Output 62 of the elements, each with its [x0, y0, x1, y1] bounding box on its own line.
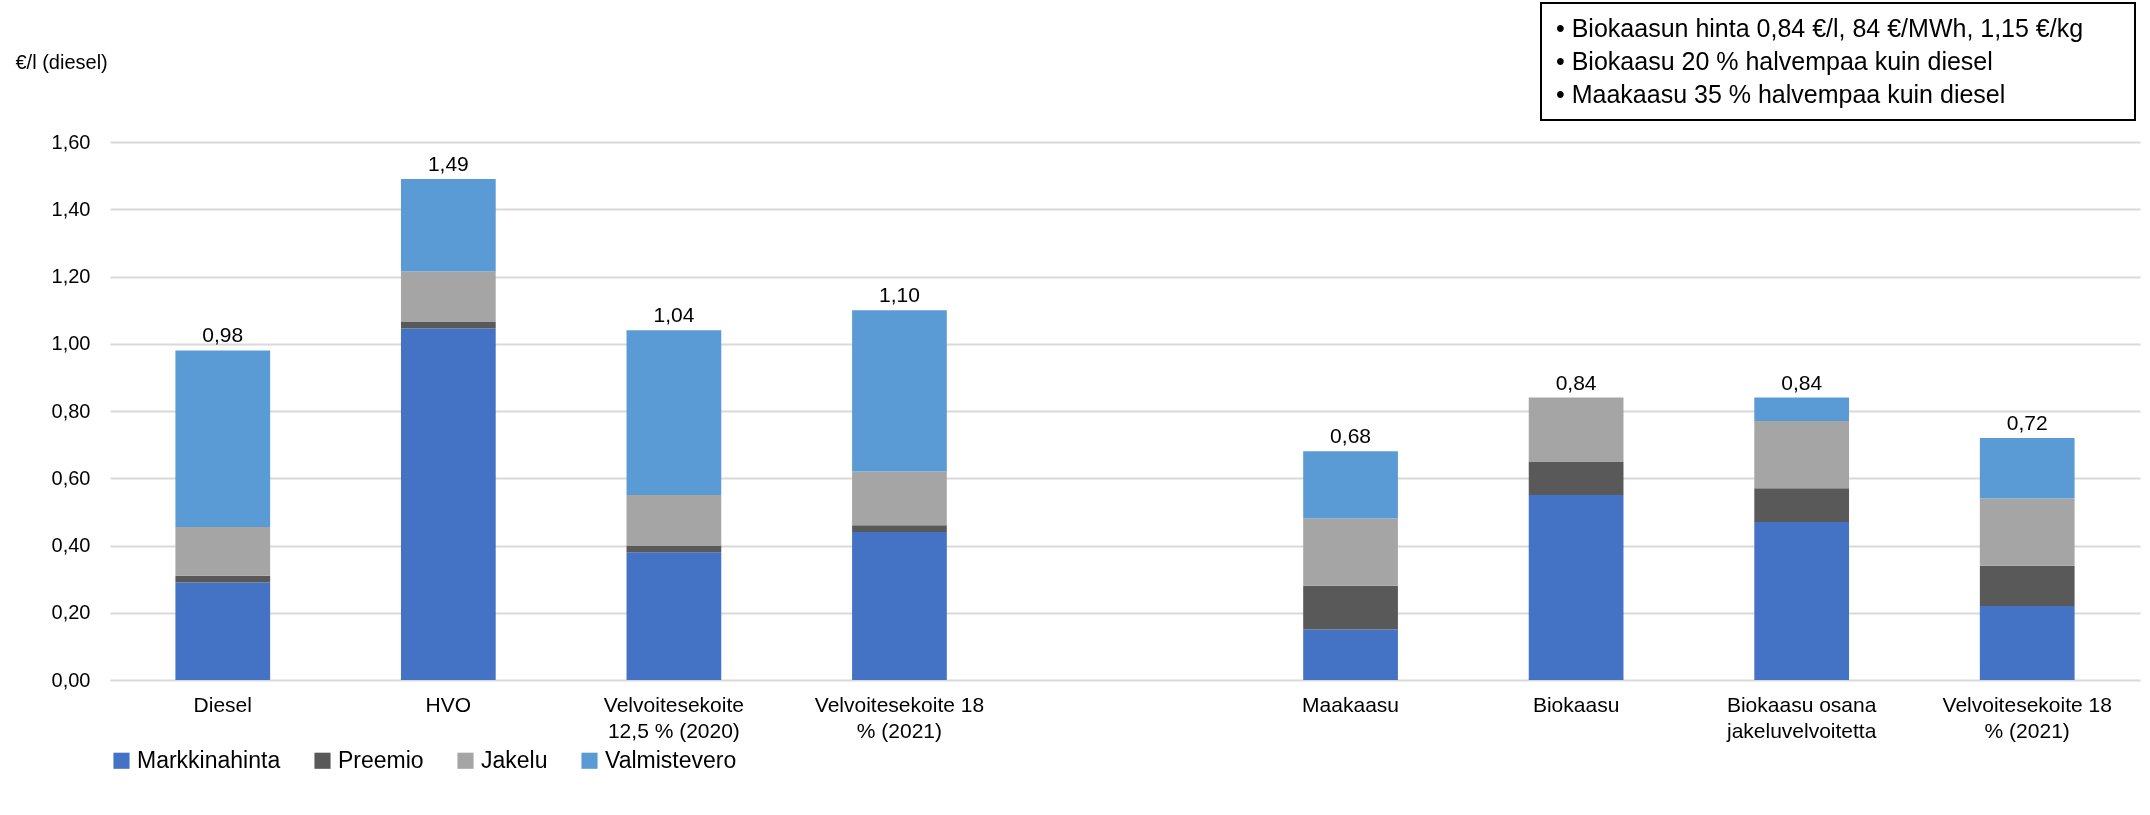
x-tick-label: Velvoitesekoite 18 % (2021): [1942, 692, 2112, 742]
bar: [852, 532, 947, 680]
x-tick-label: Maakaasu: [1302, 692, 1399, 716]
total-label: 1,10: [879, 283, 920, 307]
x-tick-label: Velvoitesekoite 12,5 % (2020): [603, 692, 744, 742]
y-tick-label: 0,80: [51, 399, 91, 422]
text: • Maakaasu 35 % halvempaa kuin diesel: [1556, 79, 2007, 110]
bar: [1979, 606, 2075, 680]
legend-label: Jakelu: [481, 746, 548, 773]
bar: [175, 350, 271, 528]
bar: [1754, 488, 1850, 522]
bar: [1754, 397, 1850, 422]
bar: [1979, 437, 2075, 499]
total-label: 0,98: [202, 323, 244, 347]
total-label: 1,04: [653, 303, 695, 327]
bar: [852, 525, 947, 533]
y-axis-title: €/l (diesel): [15, 50, 108, 73]
bar: [852, 310, 947, 472]
y-tick-label: 0,60: [51, 466, 91, 489]
x-tick-label: Biokaasu osana jakeluvelvoitetta: [1725, 692, 1877, 742]
legend-label: Markkinahinta: [137, 746, 281, 773]
bar: [1979, 498, 2075, 566]
bar: [1754, 521, 1850, 680]
bar: [1754, 421, 1850, 489]
text: • Biokaasun hinta 0,84 €/l, 84 €/MWh, 1,15 €/kg: [1556, 13, 2085, 44]
text: • Biokaasu 20 % halvempaa kuin diesel: [1556, 46, 1994, 77]
total-label: 0,72: [2006, 410, 2048, 434]
x-tick-label: Biokaasu: [1532, 692, 1620, 716]
bar: [400, 321, 496, 329]
total-label: 1,49: [427, 151, 469, 175]
y-tick-label: 0,40: [51, 534, 91, 556]
x-tick-label: Velvoitesekoite 18 % (2021): [814, 692, 985, 742]
y-tick-label: 0,00: [51, 668, 91, 691]
y-tick-label: 0,20: [51, 601, 91, 624]
bar: [1303, 585, 1398, 630]
bar: [1303, 518, 1398, 586]
bar: [175, 582, 271, 680]
total-label: 0,84: [1781, 370, 1823, 394]
x-tick-label: HVO: [425, 692, 472, 716]
total-label: 0,68: [1330, 424, 1371, 448]
y-tick-label: 1,60: [51, 130, 91, 153]
bar: [626, 330, 722, 496]
bar: [626, 552, 722, 680]
legend-label: Valmistevero: [605, 746, 737, 773]
y-tick-label: 1,00: [51, 332, 91, 355]
bar: [400, 271, 496, 322]
bar: [175, 527, 271, 576]
bar: [1979, 565, 2075, 607]
bar: [1303, 629, 1398, 680]
bar: [1528, 495, 1624, 680]
y-tick-label: 1,40: [51, 197, 91, 220]
y-tick-label: 1,20: [51, 265, 91, 287]
x-tick-label: Diesel: [193, 692, 252, 716]
total-label: 0,84: [1555, 370, 1597, 394]
bar: [400, 178, 496, 272]
bar: [1528, 461, 1624, 496]
bar: [852, 471, 947, 526]
bar: [626, 495, 722, 546]
legend-label: Preemio: [338, 746, 424, 773]
bar: [1528, 397, 1624, 462]
bar: [1303, 451, 1398, 519]
bar: [400, 328, 496, 680]
